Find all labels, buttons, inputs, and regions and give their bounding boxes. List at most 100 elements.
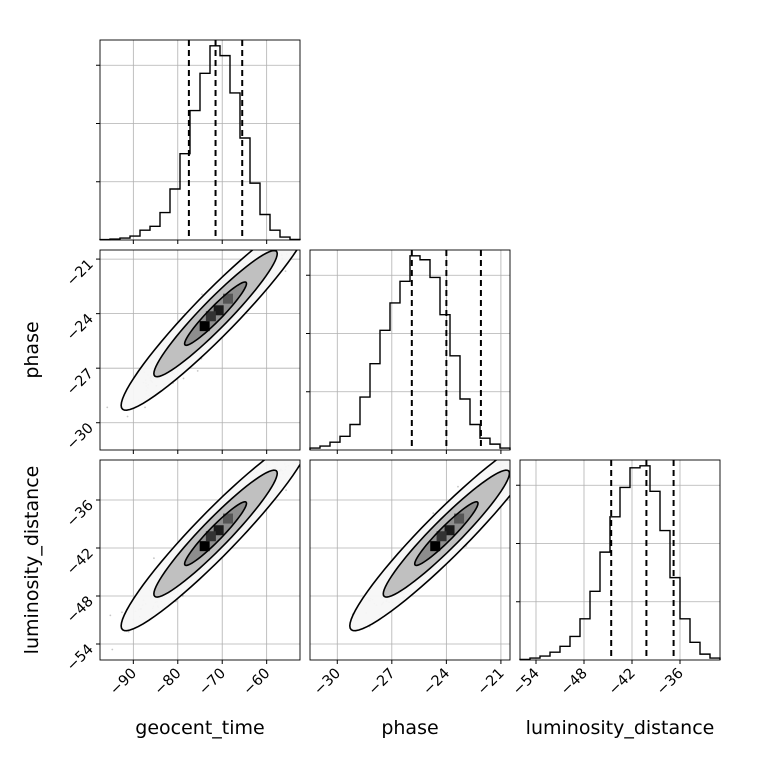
density-frame	[99, 459, 301, 661]
density-panel-phase-vs-luminosity_distance	[309, 436, 549, 664]
scatter-point	[280, 457, 282, 459]
scatter-point	[547, 453, 549, 455]
y-tick-label-phase: −21	[64, 257, 97, 290]
scatter-point	[98, 425, 100, 427]
contour-line-1	[153, 250, 279, 378]
scatter-point	[508, 454, 510, 456]
scatter-point	[307, 447, 309, 449]
scatter-point	[513, 460, 515, 462]
scatter-point	[300, 458, 302, 460]
scatter-point	[296, 245, 298, 247]
scatter-point	[520, 440, 522, 442]
x-tick-label-geocent_time: −70	[196, 666, 229, 699]
scatter-point	[513, 464, 515, 466]
scatter-point	[284, 270, 287, 273]
density-core-bin	[454, 513, 465, 524]
scatter-point	[109, 614, 112, 617]
hist-panel-luminosity_distance	[516, 459, 721, 664]
scatter-point	[432, 512, 435, 515]
x-tick-label-phase: −27	[366, 666, 399, 699]
scatter-point	[532, 457, 534, 459]
y-tick-label-luminosity_distance: −42	[64, 546, 97, 579]
scatter-point	[511, 476, 513, 478]
y-tick-label-luminosity_distance: −36	[64, 498, 97, 531]
x-tick-label-luminosity_distance: −42	[606, 666, 639, 699]
scatter-point	[527, 457, 529, 459]
scatter-point	[153, 557, 155, 560]
contour-line-0	[183, 500, 248, 567]
x-tick-label-luminosity_distance: −54	[510, 666, 543, 699]
density-core-bin	[199, 541, 210, 552]
density-layer	[348, 436, 549, 632]
scatter-point	[527, 460, 529, 462]
scatter-point	[287, 237, 289, 239]
x-tick-label-geocent_time: −60	[241, 666, 274, 699]
scatter-point	[517, 471, 519, 473]
density-core-bin	[205, 311, 216, 322]
scatter-point	[528, 458, 530, 460]
histogram-luminosity_distance	[519, 465, 721, 661]
scatter-point	[317, 442, 319, 444]
density-core-bin	[223, 293, 233, 304]
density-core-bin	[444, 525, 455, 536]
contour-line-0	[413, 500, 479, 567]
scatter-point	[540, 436, 542, 438]
histogram-geocent_time	[99, 45, 301, 241]
scatter-point	[201, 293, 203, 296]
y-axis-title-phase: phase	[21, 321, 43, 378]
density-frame	[309, 459, 511, 661]
density-core-bin	[205, 531, 216, 542]
y-tick-label-phase: −27	[64, 366, 97, 399]
scatter-point	[121, 611, 123, 614]
contour-line-1	[153, 469, 279, 598]
density-core-bin	[213, 305, 224, 316]
scatter-point	[517, 459, 519, 461]
scatter-point	[278, 231, 280, 233]
x-tick-label-geocent_time: −80	[152, 666, 185, 699]
hist-frame	[309, 249, 511, 451]
contour-line-2	[120, 250, 298, 411]
scatter-point	[272, 246, 274, 248]
scatter-point	[196, 370, 199, 372]
scatter-point	[513, 469, 515, 471]
scatter-point	[303, 468, 305, 470]
scatter-point	[523, 471, 525, 473]
hist-panel-geocent_time	[96, 39, 301, 244]
hist-panel-phase	[306, 249, 511, 454]
scatter-point	[520, 448, 522, 450]
x-axis-title-phase: phase	[381, 717, 438, 739]
scatter-point	[111, 648, 114, 651]
scatter-point	[296, 457, 298, 459]
density-core-bin	[436, 531, 447, 542]
scatter-point	[457, 485, 459, 488]
density-core-bin	[430, 541, 441, 552]
scatter-point	[521, 469, 523, 471]
scatter-point	[301, 232, 303, 234]
scatter-point	[264, 457, 266, 459]
density-core-bin	[199, 321, 210, 332]
hist-frame	[99, 39, 301, 241]
scatter-point	[299, 457, 301, 459]
scatter-point	[302, 451, 304, 453]
x-axis-title-luminosity_distance: luminosity_distance	[526, 717, 715, 739]
density-core-bin	[213, 525, 224, 536]
scatter-point	[285, 489, 287, 492]
scatter-point	[522, 461, 524, 463]
scatter-point	[280, 242, 282, 244]
x-tick-label-phase: −30	[311, 666, 344, 699]
scatter-point	[300, 452, 302, 454]
scatter-point	[524, 449, 526, 451]
hist-frame	[519, 459, 721, 661]
scatter-point	[106, 406, 109, 409]
scatter-point	[522, 477, 524, 479]
scatter-point	[182, 377, 185, 380]
scatter-point	[297, 453, 299, 455]
scatter-point	[524, 458, 526, 460]
scatter-point	[278, 247, 280, 249]
contour-line-0	[183, 281, 248, 347]
y-tick-label-luminosity_distance: −54	[64, 642, 97, 675]
scatter-point	[283, 457, 285, 459]
x-axis-title-geocent_time: geocent_time	[135, 717, 264, 739]
contour-line-2	[120, 460, 300, 632]
